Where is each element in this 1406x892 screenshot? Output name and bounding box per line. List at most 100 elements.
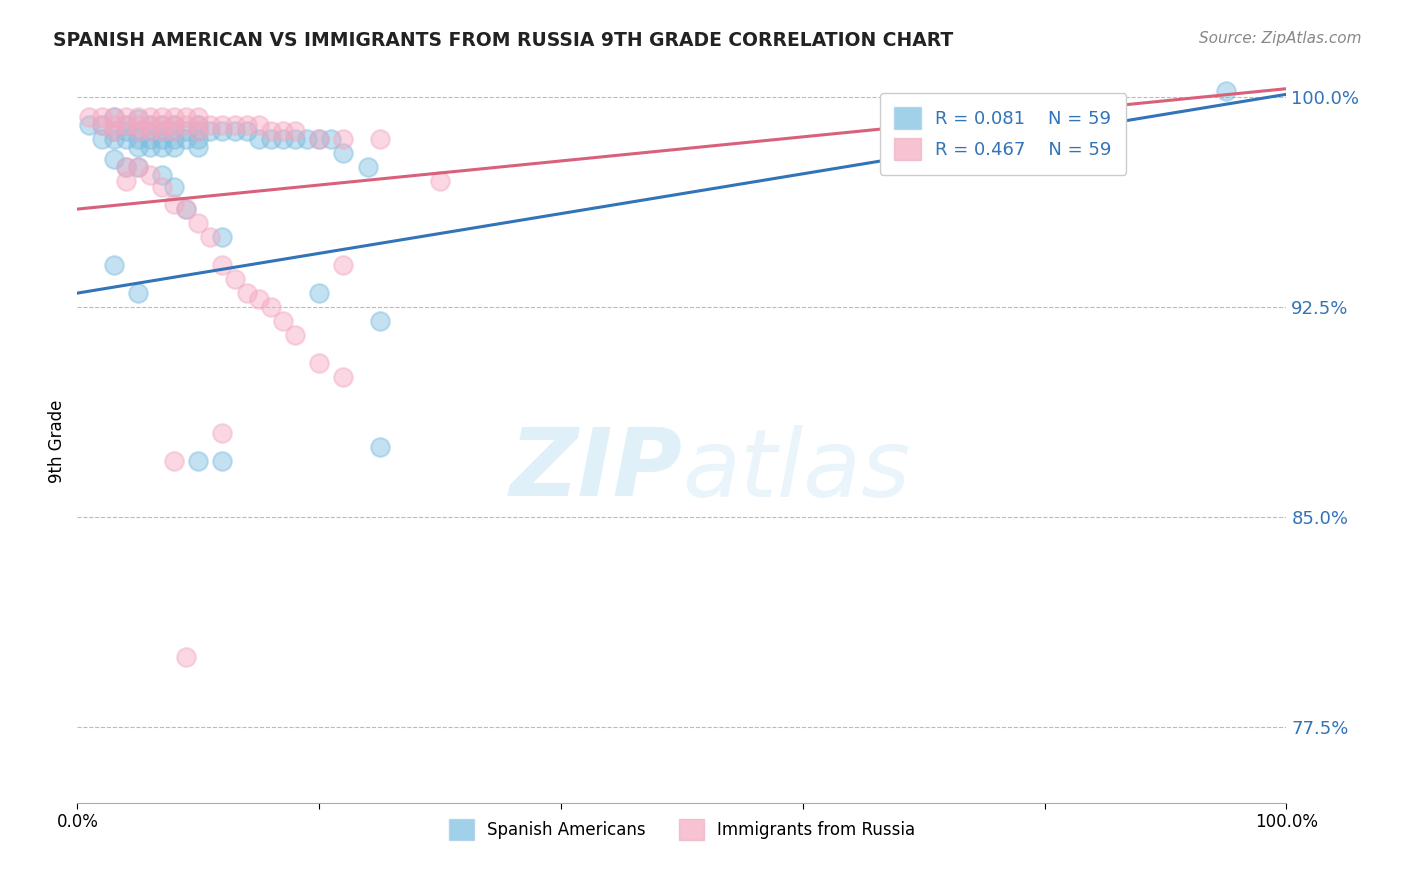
Point	[150, 124, 173, 138]
Point	[174, 118, 197, 132]
Point	[150, 140, 173, 154]
Point	[260, 132, 283, 146]
Point	[114, 124, 136, 138]
Point	[139, 118, 162, 132]
Point	[284, 124, 307, 138]
Point	[127, 124, 149, 138]
Point	[103, 152, 125, 166]
Point	[356, 160, 378, 174]
Point	[150, 124, 173, 138]
Point	[174, 124, 197, 138]
Point	[103, 110, 125, 124]
Point	[174, 110, 197, 124]
Point	[103, 118, 125, 132]
Point	[127, 112, 149, 127]
Point	[150, 179, 173, 194]
Point	[235, 124, 257, 138]
Point	[127, 140, 149, 154]
Point	[308, 132, 330, 146]
Point	[260, 124, 283, 138]
Point	[114, 118, 136, 132]
Point	[139, 140, 162, 154]
Point	[321, 132, 343, 146]
Point	[247, 118, 270, 132]
Point	[114, 110, 136, 124]
Point	[139, 118, 162, 132]
Point	[127, 110, 149, 124]
Point	[139, 124, 162, 138]
Point	[127, 160, 149, 174]
Point	[211, 426, 233, 441]
Point	[271, 132, 294, 146]
Point	[163, 118, 186, 132]
Point	[163, 124, 186, 138]
Point	[368, 440, 391, 454]
Point	[163, 196, 186, 211]
Point	[139, 110, 162, 124]
Point	[211, 258, 233, 272]
Point	[127, 132, 149, 146]
Text: SPANISH AMERICAN VS IMMIGRANTS FROM RUSSIA 9TH GRADE CORRELATION CHART: SPANISH AMERICAN VS IMMIGRANTS FROM RUSS…	[53, 31, 953, 50]
Point	[187, 118, 209, 132]
Point	[114, 160, 136, 174]
Point	[224, 124, 246, 138]
Point	[114, 132, 136, 146]
Point	[308, 286, 330, 301]
Point	[187, 454, 209, 468]
Text: Source: ZipAtlas.com: Source: ZipAtlas.com	[1198, 31, 1361, 46]
Point	[163, 140, 186, 154]
Point	[211, 230, 233, 244]
Point	[103, 132, 125, 146]
Point	[150, 169, 173, 183]
Point	[79, 110, 101, 124]
Y-axis label: 9th Grade: 9th Grade	[48, 400, 66, 483]
Point	[295, 132, 318, 146]
Point	[247, 132, 270, 146]
Point	[224, 272, 246, 286]
Point	[308, 132, 330, 146]
Point	[114, 160, 136, 174]
Point	[103, 124, 125, 138]
Point	[235, 286, 257, 301]
Point	[247, 292, 270, 306]
Point	[114, 118, 136, 132]
Point	[174, 132, 197, 146]
Point	[271, 124, 294, 138]
Point	[114, 174, 136, 188]
Point	[127, 286, 149, 301]
Point	[139, 169, 162, 183]
Point	[224, 118, 246, 132]
Point	[332, 258, 354, 272]
Point	[429, 174, 451, 188]
Point	[368, 314, 391, 328]
Point	[150, 132, 173, 146]
Point	[127, 160, 149, 174]
Point	[368, 132, 391, 146]
Point	[308, 356, 330, 370]
Point	[284, 132, 307, 146]
Point	[332, 132, 354, 146]
Point	[139, 124, 162, 138]
Point	[1215, 85, 1237, 99]
Point	[187, 124, 209, 138]
Point	[103, 258, 125, 272]
Text: atlas: atlas	[682, 425, 910, 516]
Point	[211, 118, 233, 132]
Point	[174, 650, 197, 665]
Point	[90, 118, 112, 132]
Point	[200, 230, 222, 244]
Point	[187, 216, 209, 230]
Point	[187, 132, 209, 146]
Point	[284, 328, 307, 343]
Point	[211, 454, 233, 468]
Point	[90, 118, 112, 132]
Point	[103, 110, 125, 124]
Point	[139, 132, 162, 146]
Legend: Spanish Americans, Immigrants from Russia: Spanish Americans, Immigrants from Russi…	[441, 813, 922, 847]
Point	[79, 118, 101, 132]
Point	[187, 140, 209, 154]
Point	[163, 132, 186, 146]
Point	[163, 124, 186, 138]
Point	[163, 118, 186, 132]
Point	[127, 124, 149, 138]
